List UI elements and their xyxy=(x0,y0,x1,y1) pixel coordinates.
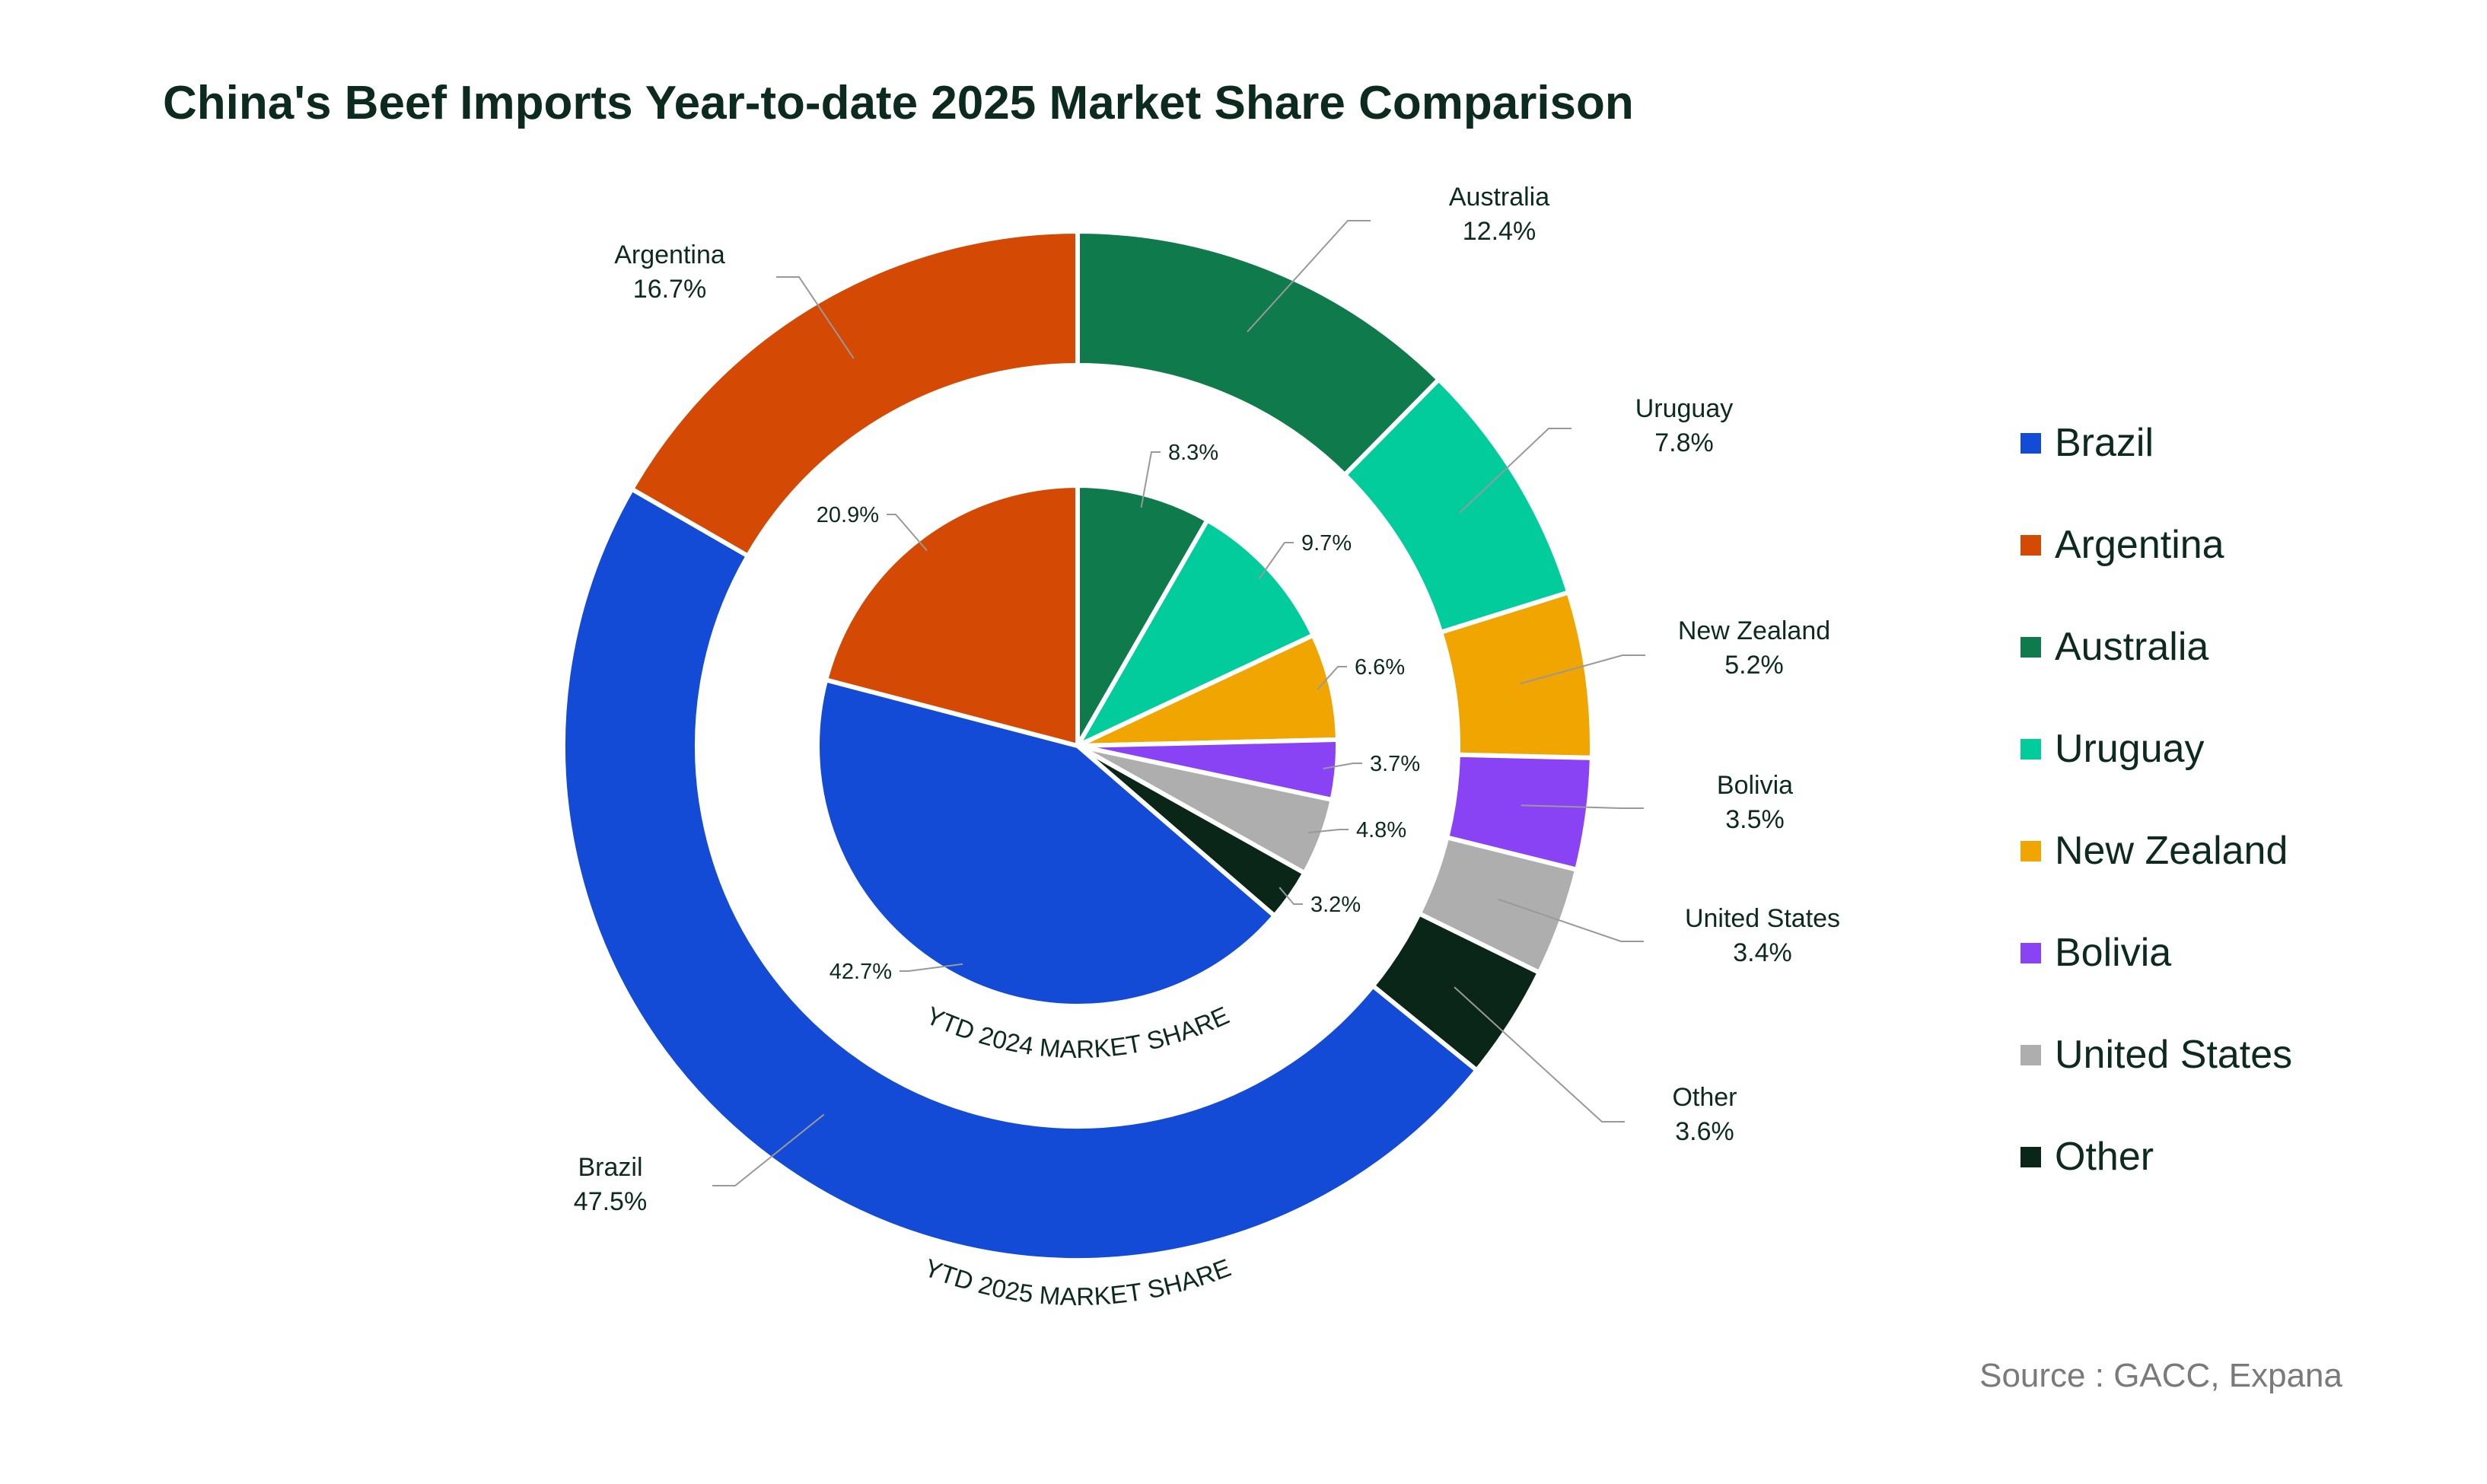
legend-label: New Zealand xyxy=(2055,829,2288,873)
inner-label-new-zealand: 6.6% xyxy=(1355,655,1405,680)
legend-swatch xyxy=(2020,942,2041,963)
inner-leader-australia xyxy=(1140,451,1161,508)
outer-label-value-united-states: 3.4% xyxy=(1733,938,1792,967)
chart-title: China's Beef Imports Year-to-date 2025 M… xyxy=(163,77,1634,129)
legend-item-other: Other xyxy=(2020,1106,2292,1208)
inner-leader-brazil xyxy=(900,963,963,972)
inner-label-bolivia: 3.7% xyxy=(1370,752,1420,776)
legend-swatch xyxy=(2020,840,2041,861)
legend-item-brazil: Brazil xyxy=(2020,392,2292,494)
inner-leader-other xyxy=(1279,887,1303,905)
outer-leader-united-states xyxy=(1498,898,1644,942)
inner-slice-brazil xyxy=(815,677,1277,1008)
legend-label: Brazil xyxy=(2055,421,2154,465)
inner-leader-argentina xyxy=(887,514,928,552)
outer-slice-argentina xyxy=(629,229,1080,559)
outer-label-value-australia: 12.4% xyxy=(1463,217,1536,246)
legend-label: Australia xyxy=(2055,625,2209,669)
source-note: Source : GACC, Expana xyxy=(1979,1357,2342,1394)
outer-leader-brazil xyxy=(712,1113,825,1186)
outer-label-name-other: Other xyxy=(1672,1083,1737,1112)
legend-item-argentina: Argentina xyxy=(2020,494,2292,596)
legend-swatch xyxy=(2020,738,2041,760)
legend-label: Other xyxy=(2055,1135,2154,1179)
outer-leader-argentina xyxy=(776,276,855,359)
inner-pie-2024 xyxy=(815,483,1340,1008)
legend-label: Argentina xyxy=(2055,523,2224,567)
outer-label-name-brazil: Brazil xyxy=(578,1153,642,1182)
inner-label-australia: 8.3% xyxy=(1168,441,1218,465)
outer-label-name-new-zealand: New Zealand xyxy=(1678,616,1830,645)
outer-label-value-argentina: 16.7% xyxy=(633,275,706,304)
outer-leader-bolivia xyxy=(1521,804,1644,809)
inner-slice-australia xyxy=(1075,483,1210,748)
legend-label: United States xyxy=(2055,1033,2293,1077)
inner-leader-uruguay xyxy=(1258,542,1294,580)
outer-label-name-united-states: United States xyxy=(1685,904,1840,933)
inner-leader-new-zealand xyxy=(1317,666,1347,690)
legend-label: Bolivia xyxy=(2055,931,2172,975)
outer-label-name-argentina: Argentina xyxy=(614,240,725,269)
legend-label: Uruguay xyxy=(2055,727,2205,771)
inner-leader-united-states xyxy=(1308,829,1349,834)
outer-leader-other xyxy=(1454,986,1625,1123)
inner-label-argentina: 20.9% xyxy=(817,503,879,527)
leader-lines xyxy=(712,220,1645,1186)
inner-label-uruguay: 9.7% xyxy=(1301,531,1352,556)
legend-swatch xyxy=(2020,1044,2041,1065)
outer-leader-new-zealand xyxy=(1521,654,1645,685)
outer-slice-brazil xyxy=(561,486,1479,1263)
outer-label-value-brazil: 47.5% xyxy=(574,1187,647,1216)
legend-item-new-zealand: New Zealand xyxy=(2020,800,2292,902)
outer-ring-2025 xyxy=(561,229,1594,1263)
outer-label-name-australia: Australia xyxy=(1449,183,1549,212)
outer-label-value-new-zealand: 5.2% xyxy=(1724,651,1784,680)
inner-label-united-states: 4.8% xyxy=(1356,818,1406,842)
outer-leader-uruguay xyxy=(1459,428,1571,514)
inner-label-brazil: 42.7% xyxy=(830,960,892,984)
chart-legend: Brazil Argentina Australia Uruguay New Zeala… xyxy=(2020,392,2292,1208)
outer-label-name-bolivia: Bolivia xyxy=(1717,771,1793,800)
legend-item-australia: Australia xyxy=(2020,596,2292,698)
outer-leader-australia xyxy=(1247,220,1371,333)
inner-leader-bolivia xyxy=(1323,763,1362,769)
outer-label-value-bolivia: 3.5% xyxy=(1725,805,1785,834)
inner-label-other: 3.2% xyxy=(1310,893,1361,917)
legend-swatch xyxy=(2020,432,2041,454)
legend-swatch xyxy=(2020,1146,2041,1167)
legend-swatch xyxy=(2020,534,2041,556)
outer-label-name-uruguay: Uruguay xyxy=(1635,394,1734,423)
outer-label-value-uruguay: 7.8% xyxy=(1654,428,1714,457)
legend-item-bolivia: Bolivia xyxy=(2020,902,2292,1004)
legend-swatch xyxy=(2020,636,2041,658)
data-labels: Australia 12.4% Uruguay 7.8% New Zealand 5.2%… xyxy=(574,183,1840,1216)
outer-label-value-other: 3.6% xyxy=(1675,1117,1734,1146)
legend-item-united-states: United States xyxy=(2020,1004,2292,1106)
legend-item-uruguay: Uruguay xyxy=(2020,698,2292,800)
inner-pie-caption: YTD 2024 MARKET SHARE xyxy=(922,1001,1234,1063)
inner-slice-uruguay xyxy=(1075,517,1316,748)
inner-slice-new-zealand xyxy=(1075,632,1340,748)
